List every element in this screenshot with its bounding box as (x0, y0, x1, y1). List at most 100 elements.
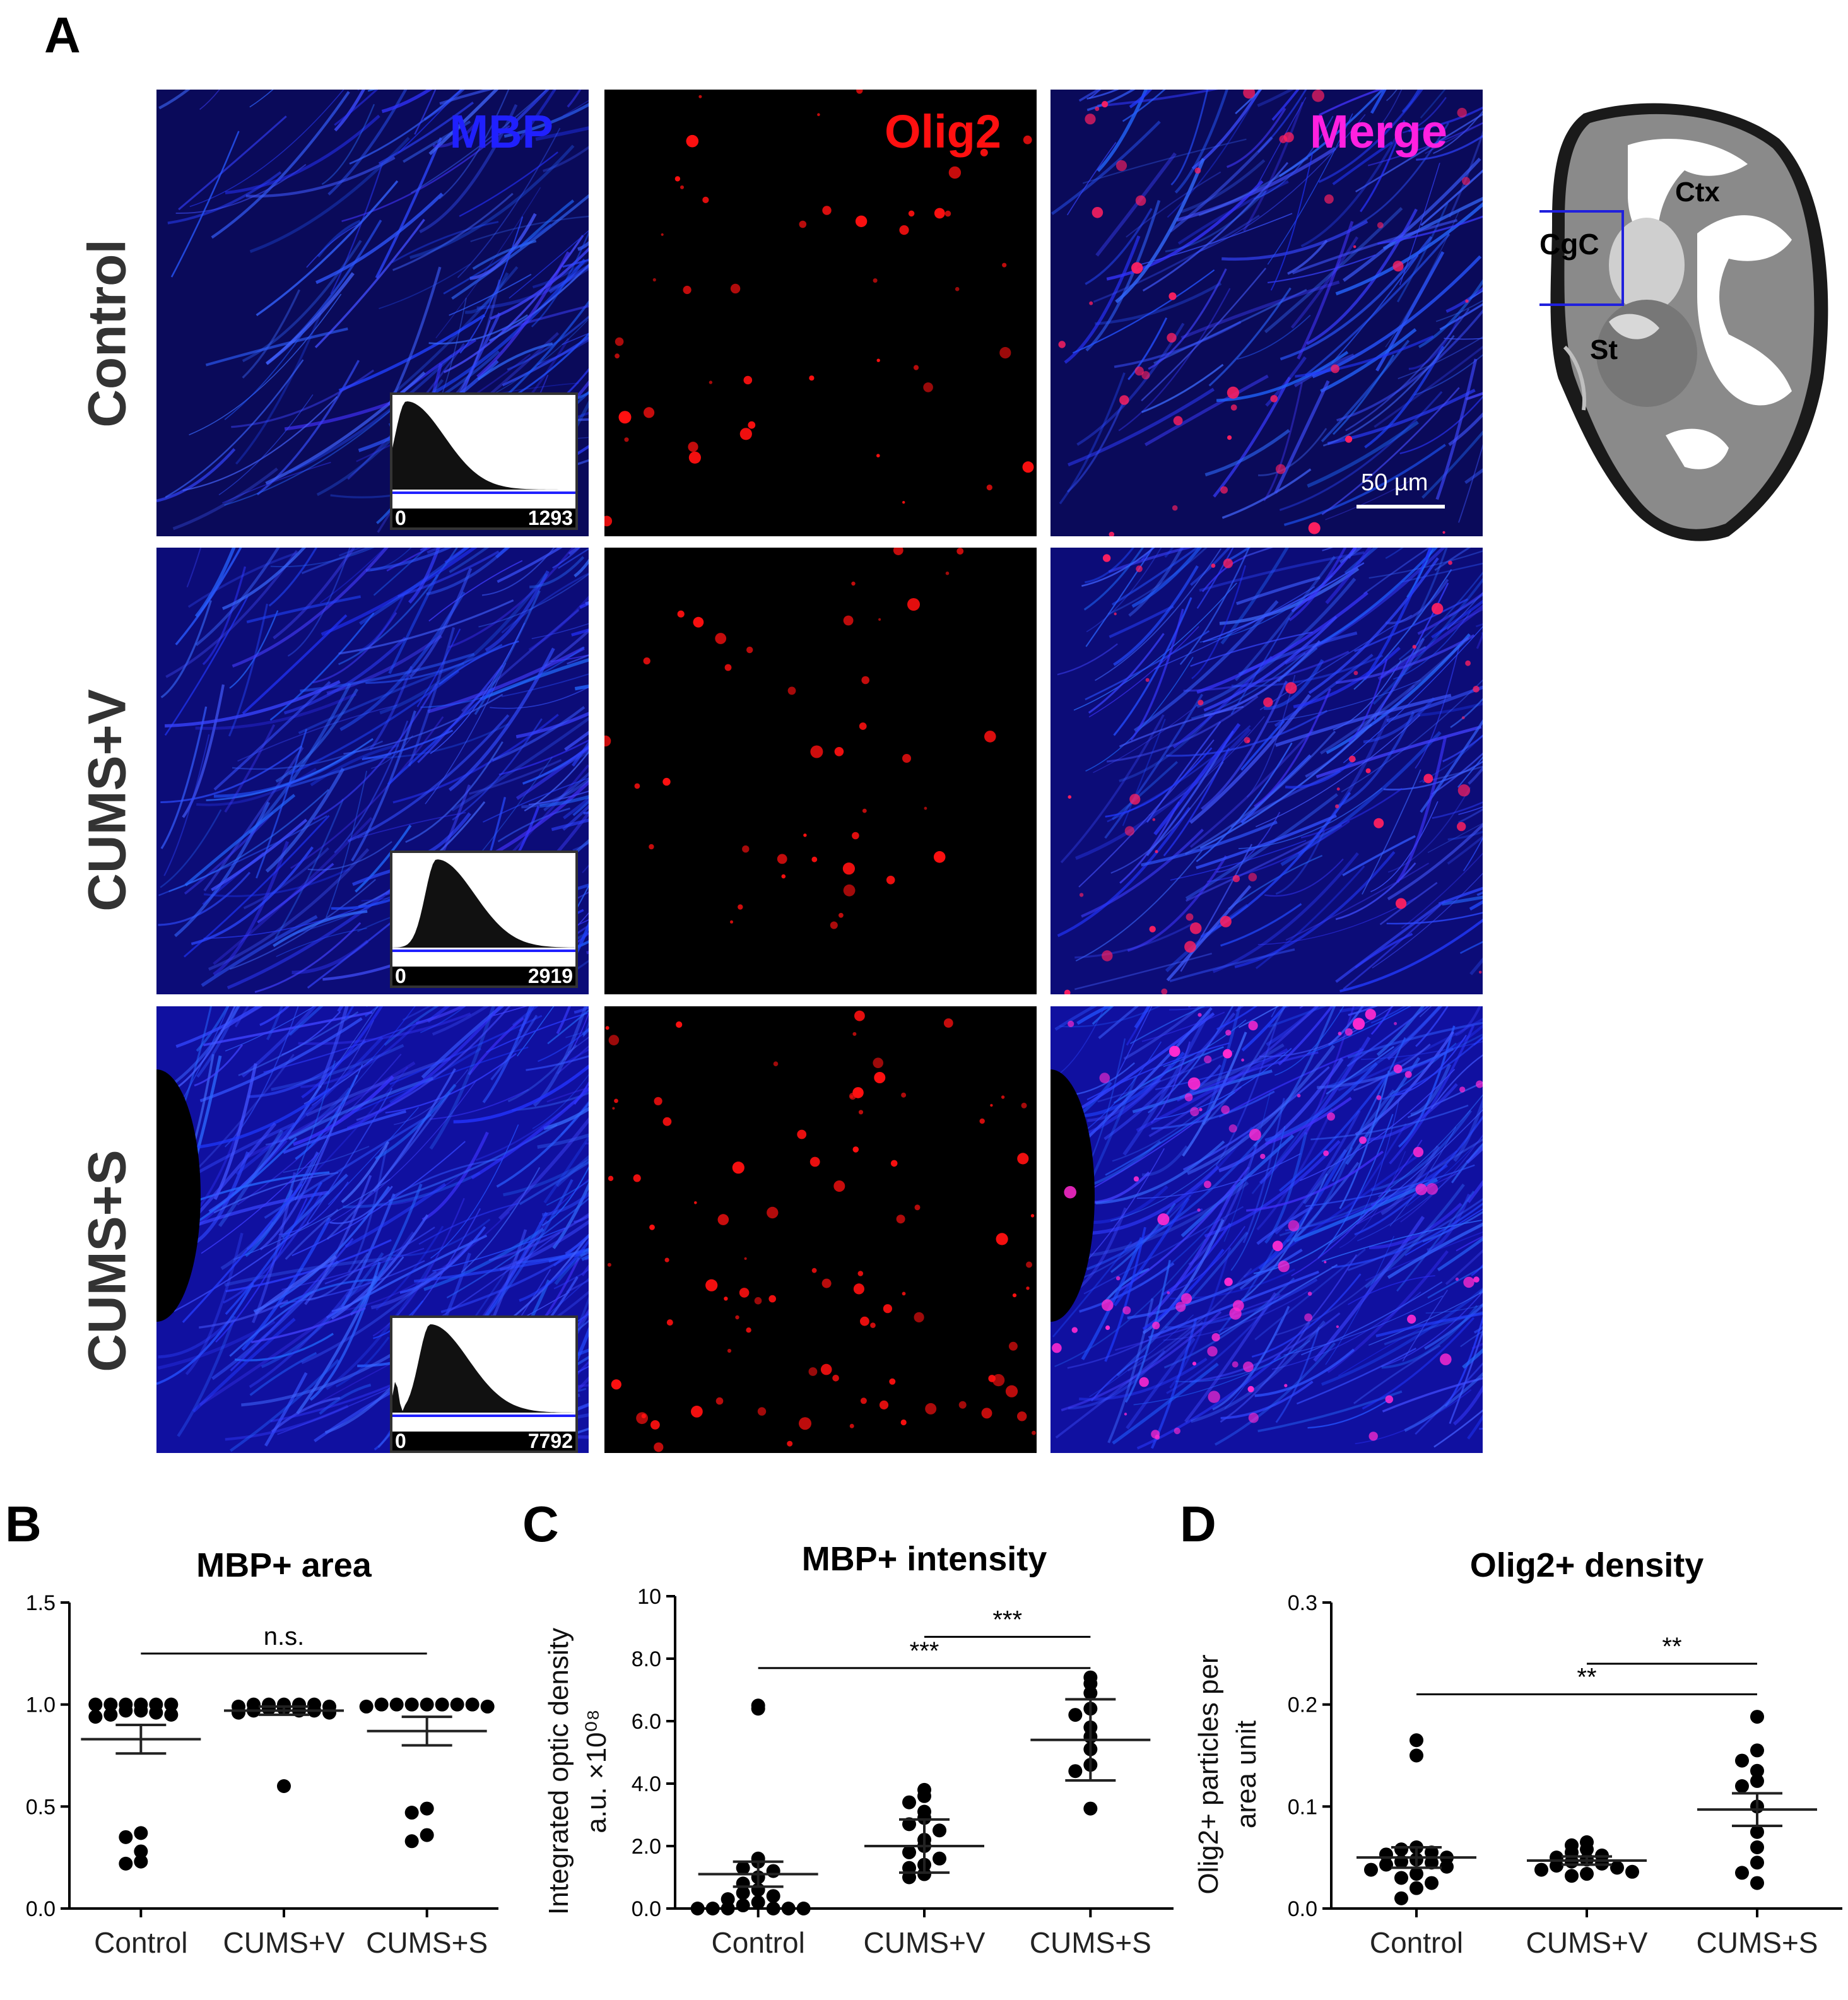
data-point (1425, 1876, 1439, 1890)
x-tick-label: CUMS+V (1526, 1926, 1648, 1959)
data-point (420, 1801, 434, 1816)
y-tick-label: 4.0 (632, 1772, 661, 1796)
chart-title: MBP+ intensity (801, 1540, 1047, 1578)
histogram-max-label: 2919 (527, 965, 573, 987)
x-tick-label: CUMS+S (366, 1926, 488, 1959)
data-point (134, 1703, 148, 1718)
chart-svg: 0.0 0.1 0.2 0.3 Control CUMS+V CUMS+S Olig2+ pa… (1193, 1591, 1842, 1959)
data-point (374, 1697, 389, 1712)
y-tick-label: 0.2 (1288, 1693, 1317, 1717)
data-point (751, 1895, 765, 1910)
y-axis-label: area unit (1231, 1721, 1262, 1828)
y-tick-label: 0.5 (26, 1795, 56, 1819)
data-point (1750, 1763, 1764, 1778)
data-point (1068, 1708, 1083, 1722)
scale-bar-label: 50 µm (1361, 469, 1428, 496)
channel-label-mbp: MBP (449, 105, 553, 158)
data-point (1750, 1876, 1764, 1890)
chart-svg: 0.0 0.5 1.0 1.5 Control CUMS+V CUMS+S n.s. (26, 1591, 498, 1959)
data-point (262, 1702, 276, 1716)
data-point (164, 1707, 179, 1722)
data-point (103, 1697, 118, 1712)
histogram-min-label: 0 (395, 1430, 406, 1452)
data-point (322, 1705, 336, 1720)
data-point (1364, 1862, 1378, 1877)
y-tick-label: 6.0 (632, 1710, 661, 1734)
row-label-cums-v: CUMS+V (77, 689, 137, 912)
data-point (1750, 1840, 1764, 1854)
significance-label: ** (1577, 1664, 1596, 1691)
chart-svg: 0.0 2.0 4.0 6.0 8.0 10 Control CUMS+V CUMS+S Inte… (543, 1585, 1174, 1959)
data-point (736, 1861, 750, 1875)
data-point (1394, 1891, 1408, 1905)
data-point (435, 1697, 449, 1712)
brain-label-st: St (1590, 334, 1618, 365)
data-point (1440, 1859, 1454, 1874)
channel-label-olig2: Olig2 (884, 105, 1001, 158)
data-point (359, 1699, 374, 1714)
data-point (766, 1864, 780, 1878)
histogram-range-bar (392, 509, 575, 527)
data-point (88, 1697, 103, 1712)
y-tick-label: 0.0 (26, 1897, 56, 1921)
data-point (1410, 1867, 1423, 1881)
data-point (1735, 1779, 1749, 1793)
data-point (1394, 1871, 1408, 1885)
data-point (404, 1697, 419, 1712)
data-point (721, 1902, 735, 1915)
scale-bar (1357, 505, 1445, 509)
data-point (690, 1902, 705, 1915)
x-tick-label: Control (94, 1926, 187, 1959)
data-point (933, 1851, 946, 1866)
data-point (917, 1789, 931, 1803)
intensity-histogram: 0 1293 (390, 392, 578, 530)
data-point (480, 1699, 495, 1714)
data-point (1534, 1862, 1548, 1877)
y-axis-label: Olig2+ particles per (1193, 1654, 1224, 1894)
significance-label: *** (910, 1637, 939, 1665)
y-axis-label: a.u. ×10⁰⁸ (581, 1709, 612, 1833)
data-point (1750, 1856, 1764, 1870)
panel-letter-d: D (1180, 1496, 1216, 1552)
data-point (1410, 1881, 1423, 1895)
data-point (1068, 1764, 1083, 1779)
error-bar (899, 1818, 950, 1874)
significance-label: ** (1662, 1633, 1681, 1661)
channel-label-merge: Merge (1310, 105, 1447, 158)
data-point (781, 1902, 796, 1915)
chart-panel-c: MBP+ intensity 0.0 2.0 4.0 6.0 8.0 10 Control CU… (524, 1533, 1174, 2000)
micrograph-cums-v-mbp: 0 2919 (156, 548, 589, 994)
panel-letter-b: B (5, 1496, 42, 1552)
significance-label: *** (992, 1606, 1022, 1633)
data-point (766, 1902, 780, 1915)
data-point (1750, 1710, 1764, 1724)
micrograph-cums-s-mbp: 0 7792 (156, 1006, 589, 1453)
data-point (1410, 1748, 1423, 1763)
data-point (1425, 1856, 1439, 1870)
x-tick-label: Control (1370, 1926, 1463, 1959)
panel-letter-c: C (522, 1496, 559, 1552)
histogram-min-label: 0 (395, 507, 406, 529)
error-bar (259, 1705, 309, 1716)
data-point (1735, 1866, 1749, 1880)
data-point (933, 1823, 946, 1838)
data-point (1580, 1842, 1594, 1857)
micrograph-control-olig2: Olig2 (604, 90, 1037, 536)
x-tick-label: CUMS+V (223, 1926, 345, 1959)
data-point (134, 1844, 148, 1859)
micrograph-cums-v-merge (1051, 548, 1483, 994)
data-point (88, 1710, 103, 1724)
data-point (134, 1826, 148, 1840)
histogram-range-bar (392, 1432, 575, 1450)
data-point (1425, 1845, 1439, 1860)
data-point (1750, 1825, 1764, 1839)
chart-title: MBP+ area (196, 1546, 372, 1584)
y-tick-label: 0.0 (1288, 1897, 1317, 1921)
data-point (119, 1856, 133, 1871)
error-bar (115, 1724, 167, 1755)
data-point (164, 1697, 179, 1712)
brain-label-ctx: Ctx (1675, 177, 1720, 208)
y-tick-label: 8.0 (632, 1647, 661, 1671)
data-point (389, 1697, 404, 1712)
data-point (404, 1806, 419, 1820)
